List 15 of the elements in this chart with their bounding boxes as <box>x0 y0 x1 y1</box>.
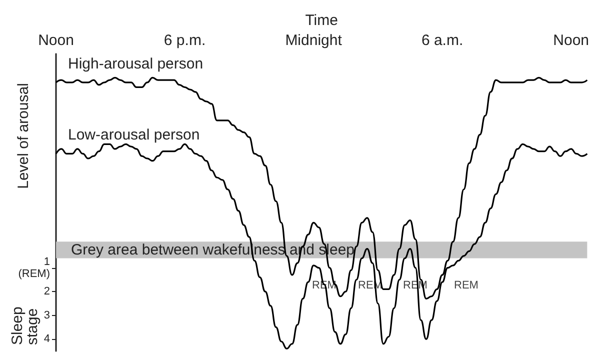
x-tick-label: 6 p.m. <box>164 32 206 49</box>
text: Sleep stage <box>9 306 41 345</box>
y-tick-label: 1 (REM) <box>18 256 50 280</box>
x-tick-label: Midnight <box>285 32 343 49</box>
series-label: Low-arousal person <box>68 126 200 144</box>
y-tick-label: 3 <box>44 309 50 322</box>
x-tick-label: 6 a.m. <box>421 32 464 49</box>
x-tick-label: Noon <box>38 32 74 49</box>
annotation: REM <box>454 280 478 292</box>
y-tick-label: 4 <box>44 333 50 346</box>
y-tick-label: 2 <box>44 286 50 298</box>
series-label: High-arousal person <box>68 55 204 72</box>
x-tick-label: Noon <box>553 32 589 49</box>
y-axis-title: Level of arousal <box>15 82 32 189</box>
x-axis-title: Time <box>305 12 338 29</box>
